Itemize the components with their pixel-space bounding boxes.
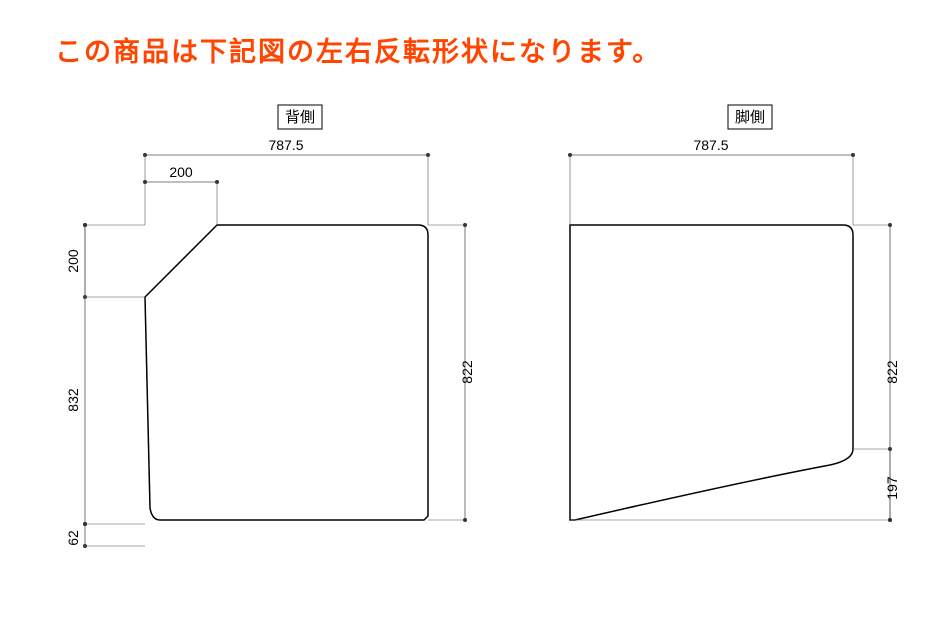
dim-right-height-left-text: 822 bbox=[459, 360, 475, 384]
dim-right-height-right-text: 822 bbox=[884, 360, 900, 384]
right-shape bbox=[570, 225, 853, 520]
right-panel: 脚側 787.5 822 197 bbox=[570, 105, 900, 520]
title-content: この商品は下記図の左右反転形状になります。 bbox=[55, 37, 661, 67]
dim-corner-y-text: 200 bbox=[65, 249, 81, 273]
dim-top-width-left-text: 787.5 bbox=[268, 137, 303, 153]
left-shape bbox=[145, 225, 428, 520]
title-text: この商品は下記図の左右反転形状になります。 bbox=[55, 30, 661, 69]
dim-corner-x-text: 200 bbox=[169, 164, 193, 180]
technical-diagram: 背側 787.5 200 200 832 62 822 bbox=[40, 100, 920, 600]
dim-bottom-gap-text: 62 bbox=[65, 530, 81, 546]
dim-curve-end-text: 197 bbox=[884, 476, 900, 500]
dim-left-height-text: 832 bbox=[65, 388, 81, 412]
right-label: 脚側 bbox=[735, 109, 765, 126]
left-panel: 背側 787.5 200 200 832 62 822 bbox=[65, 105, 475, 546]
left-label: 背側 bbox=[285, 109, 315, 126]
dim-top-width-right-text: 787.5 bbox=[693, 137, 728, 153]
